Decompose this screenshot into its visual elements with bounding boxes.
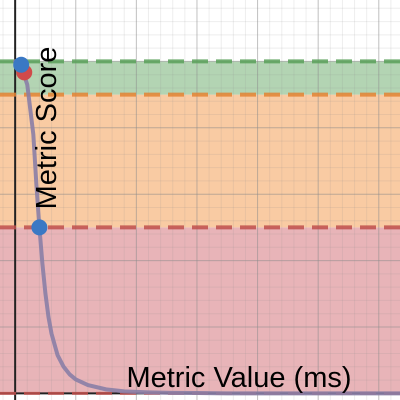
band-good (0, 61, 400, 95)
markers (13, 56, 48, 236)
score-curve (13, 59, 400, 396)
x-axis-label: Metric Value (ms) (126, 362, 351, 394)
band-poor (0, 227, 400, 394)
marker-point (31, 219, 48, 236)
y-axis-label: Metric Score (31, 47, 63, 210)
band-needs-improvement (0, 94, 400, 228)
marker-point (13, 56, 30, 73)
score-bands (0, 61, 400, 394)
